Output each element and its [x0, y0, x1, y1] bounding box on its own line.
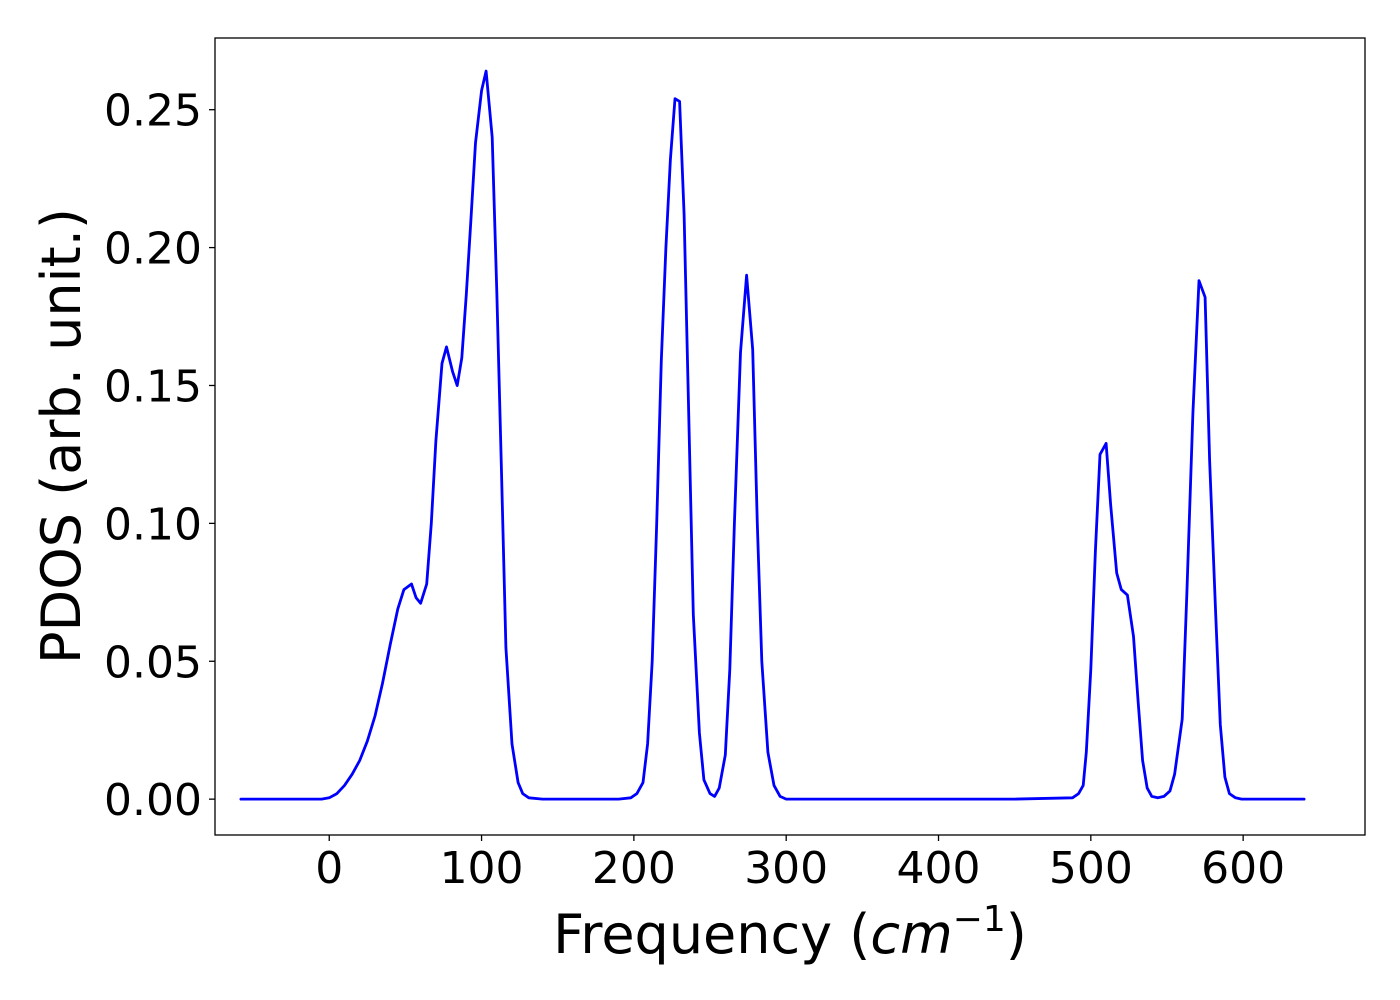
y-axis-label: PDOS (arb. unit.) [30, 208, 93, 664]
x-axis: 0 100 200 300 400 500 600 [315, 835, 1285, 894]
y-tick-label: 0.10 [104, 499, 202, 550]
y-axis: 0.00 0.05 0.10 0.15 0.20 0.25 [104, 86, 215, 826]
y-tick-label: 0.00 [104, 775, 202, 826]
x-axis-label: Frequency (cm−1) [553, 899, 1027, 966]
x-tick-label: 600 [1201, 843, 1285, 894]
y-tick-label: 0.25 [104, 86, 202, 137]
x-tick-label: 100 [440, 843, 524, 894]
y-tick-label: 0.05 [104, 637, 202, 688]
axes-frame [214, 37, 1366, 836]
y-tick-label: 0.15 [104, 361, 202, 412]
x-tick-label: 300 [744, 843, 828, 894]
x-tick-label: 200 [592, 843, 676, 894]
y-tick-label: 0.20 [104, 224, 202, 275]
x-tick-label: 0 [315, 843, 343, 894]
x-tick-label: 400 [897, 843, 981, 894]
series-line-0 [239, 69, 1306, 801]
plot-area [239, 69, 1306, 801]
x-tick-label: 500 [1049, 843, 1133, 894]
